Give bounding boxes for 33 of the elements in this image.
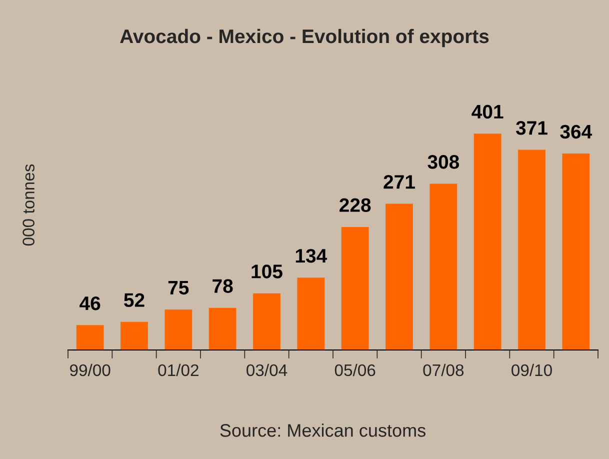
- bar: [120, 322, 148, 350]
- data-label: 271: [384, 175, 415, 189]
- x-tick-label: 01/02: [158, 364, 198, 376]
- bar: [76, 325, 104, 350]
- data-label: 308: [428, 155, 460, 169]
- x-tick-label: 07/08: [423, 364, 464, 376]
- data-label: 78: [212, 279, 233, 293]
- bar: [562, 154, 590, 350]
- data-label: 46: [80, 296, 100, 310]
- bar: [253, 293, 280, 350]
- bar: [386, 204, 413, 350]
- y-axis-title: 000 tonnes: [22, 164, 34, 246]
- bar: [341, 226, 369, 350]
- source-note: Source: Mexican customs: [220, 424, 426, 437]
- bar: [474, 134, 502, 350]
- x-tick-label: 03/04: [246, 364, 288, 376]
- bar: [430, 184, 458, 350]
- data-label: 401: [472, 104, 504, 119]
- x-tick-label: 05/06: [334, 364, 376, 376]
- data-label: 105: [252, 264, 282, 278]
- data-label: 364: [560, 124, 592, 139]
- data-label: 75: [168, 281, 189, 295]
- x-tick-label: 09/10: [512, 364, 552, 376]
- bar: [297, 278, 325, 350]
- bar: [208, 308, 236, 350]
- data-label: 371: [516, 121, 548, 135]
- bar: [518, 150, 546, 350]
- data-label: 228: [340, 198, 371, 212]
- bar: [164, 310, 192, 350]
- x-tick-label: 99/00: [70, 364, 110, 376]
- data-label: 52: [124, 293, 144, 307]
- data-label: 134: [296, 248, 328, 263]
- chart-title: Avocado - Mexico - Evolution of exports: [120, 28, 489, 48]
